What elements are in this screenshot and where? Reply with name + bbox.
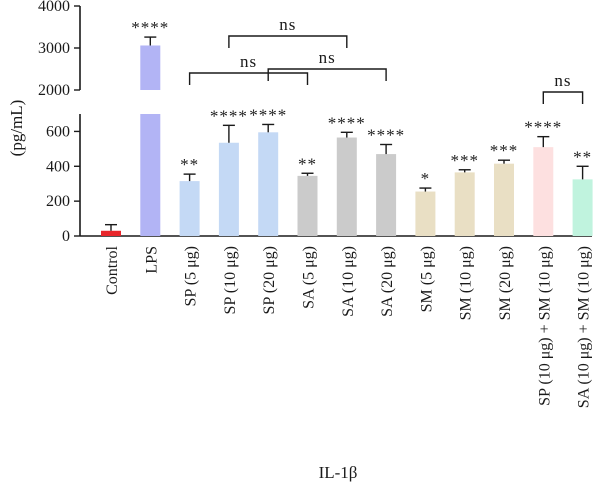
y-axis-title: (pg/mL) bbox=[7, 100, 26, 157]
category-label: Control bbox=[104, 245, 121, 294]
category-label: SP (5 μg) bbox=[183, 246, 200, 306]
category-label: SP (10 μg) + SM (10 μg) bbox=[536, 246, 553, 406]
bar bbox=[101, 230, 121, 236]
significance-label: **** bbox=[210, 106, 248, 125]
category-label: SM (20 μg) bbox=[497, 246, 514, 320]
category-label: SP (20 μg) bbox=[261, 246, 278, 314]
bar bbox=[336, 137, 357, 236]
category-label: LPS bbox=[143, 246, 160, 274]
bar bbox=[376, 154, 397, 236]
y-tick-label: 0 bbox=[62, 228, 70, 245]
bar bbox=[140, 45, 161, 90]
category-label: SM (10 μg) bbox=[458, 246, 475, 320]
labels: Control****LPS**SP (5 μg)****SP (10 μg)*… bbox=[104, 15, 593, 408]
bar bbox=[494, 163, 514, 236]
bars bbox=[101, 36, 593, 236]
significance-label: **** bbox=[328, 113, 366, 132]
y-tick-label: 3000 bbox=[38, 40, 70, 57]
axes: 0 200 400 600 2000 3000 4000 bbox=[38, 0, 592, 245]
significance-label: ** bbox=[298, 154, 317, 173]
category-label: SP (10 μg) bbox=[222, 246, 239, 314]
y-tick-label: 600 bbox=[46, 123, 70, 140]
comparison-label: ns bbox=[240, 52, 257, 71]
significance-label: **** bbox=[131, 18, 169, 37]
significance-label: ** bbox=[180, 155, 199, 174]
x-axis-title: IL-1β bbox=[319, 463, 358, 482]
bar bbox=[297, 175, 318, 236]
bar bbox=[218, 142, 239, 236]
significance-label: *** bbox=[450, 151, 479, 170]
bar bbox=[179, 181, 200, 236]
significance-label: **** bbox=[367, 126, 405, 145]
significance-label: * bbox=[421, 169, 431, 188]
y-tick-label: 2000 bbox=[38, 82, 70, 99]
significance-label: *** bbox=[490, 141, 519, 160]
y-tick-label: 400 bbox=[46, 158, 70, 175]
significance-label: **** bbox=[524, 118, 562, 137]
bar bbox=[415, 191, 436, 236]
comparison-label: ns bbox=[279, 15, 296, 34]
bar bbox=[572, 179, 593, 236]
comparison-label: ns bbox=[554, 71, 571, 90]
category-label: SA (10 μg) + SM (10 μg) bbox=[576, 246, 593, 408]
comparison-bracket bbox=[228, 35, 348, 48]
category-label: SA (20 μg) bbox=[379, 246, 396, 317]
y-tick-label: 200 bbox=[46, 193, 70, 210]
comparison-label: ns bbox=[319, 48, 336, 67]
bar bbox=[140, 114, 161, 236]
category-label: SA (5 μg) bbox=[301, 246, 318, 309]
comparison-bracket bbox=[542, 91, 584, 104]
significance-label: **** bbox=[249, 105, 287, 124]
significance-label: ** bbox=[573, 147, 592, 166]
category-label: SM (5 μg) bbox=[418, 246, 435, 312]
bar bbox=[258, 132, 279, 236]
category-label: SA (10 μg) bbox=[340, 246, 357, 317]
bar bbox=[454, 172, 475, 236]
bar bbox=[533, 147, 554, 236]
y-tick-label: 4000 bbox=[38, 0, 70, 15]
comparison-bracket bbox=[188, 72, 309, 85]
comparison-bracket bbox=[267, 68, 387, 81]
